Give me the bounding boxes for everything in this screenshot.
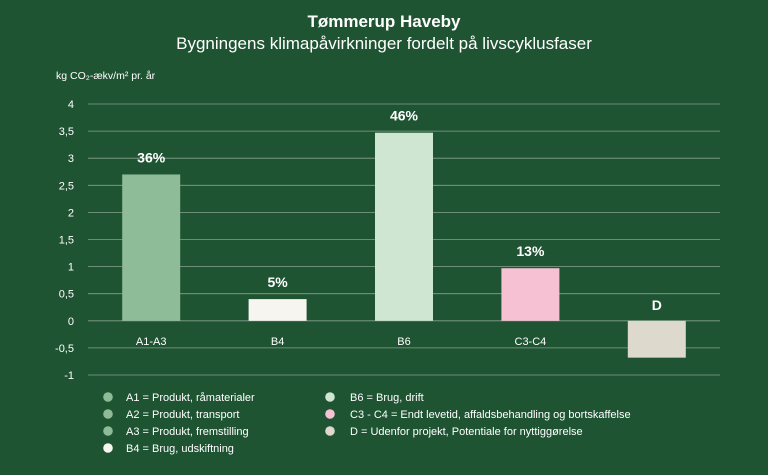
legend-label: A2 = Produkt, transport	[126, 409, 239, 421]
y-tick-label: 3,5	[59, 126, 74, 138]
legend-marker	[325, 392, 335, 402]
y-tick-label: 0,5	[59, 289, 74, 301]
category-label: B6	[397, 336, 410, 348]
legend-label: D = Udenfor projekt, Potentiale for nytt…	[350, 426, 583, 438]
y-tick-label: 0	[68, 316, 74, 328]
bar	[501, 268, 560, 321]
data-label: 36%	[137, 149, 166, 165]
y-tick-label: -1	[64, 370, 74, 382]
bar	[248, 299, 307, 321]
chart-title: Tømmerup Haveby	[307, 12, 461, 31]
bar	[122, 174, 181, 321]
data-label: 46%	[390, 108, 419, 124]
y-tick-label: 1	[68, 262, 74, 274]
y-tick-label: -0,5	[55, 343, 74, 355]
legend-marker	[103, 392, 113, 402]
data-label: D	[652, 297, 662, 313]
category-label: A1-A3	[136, 336, 167, 348]
legend-marker	[103, 426, 113, 436]
category-label: C3-C4	[515, 336, 547, 348]
legend-marker	[103, 409, 113, 419]
chart-subtitle: Bygningens klimapåvirkninger fordelt på …	[176, 34, 592, 53]
y-tick-label: 4	[68, 99, 74, 111]
legend-marker	[103, 443, 113, 453]
y-tick-label: 2	[68, 207, 74, 219]
data-label: 13%	[516, 243, 545, 259]
y-tick-label: 1,5	[59, 235, 74, 247]
y-axis-label: kg CO₂-ækv/m² pr. år	[56, 70, 156, 82]
legend-marker	[325, 409, 335, 419]
bar	[627, 320, 686, 358]
legend-label: A1 = Produkt, råmaterialer	[126, 392, 255, 404]
y-tick-label: 3	[68, 153, 74, 165]
data-label: 5%	[267, 274, 288, 290]
legend-label: B6 = Brug, drift	[350, 392, 424, 404]
category-label: B4	[271, 336, 284, 348]
legend-label: B4 = Brug, udskiftning	[126, 443, 234, 455]
legend-label: C3 - C4 = Endt levetid, affaldsbehandlin…	[350, 409, 631, 421]
bar	[375, 132, 433, 321]
legend-label: A3 = Produkt, fremstilling	[126, 426, 249, 438]
legend-marker	[325, 426, 335, 436]
y-tick-label: 2,5	[59, 180, 74, 192]
